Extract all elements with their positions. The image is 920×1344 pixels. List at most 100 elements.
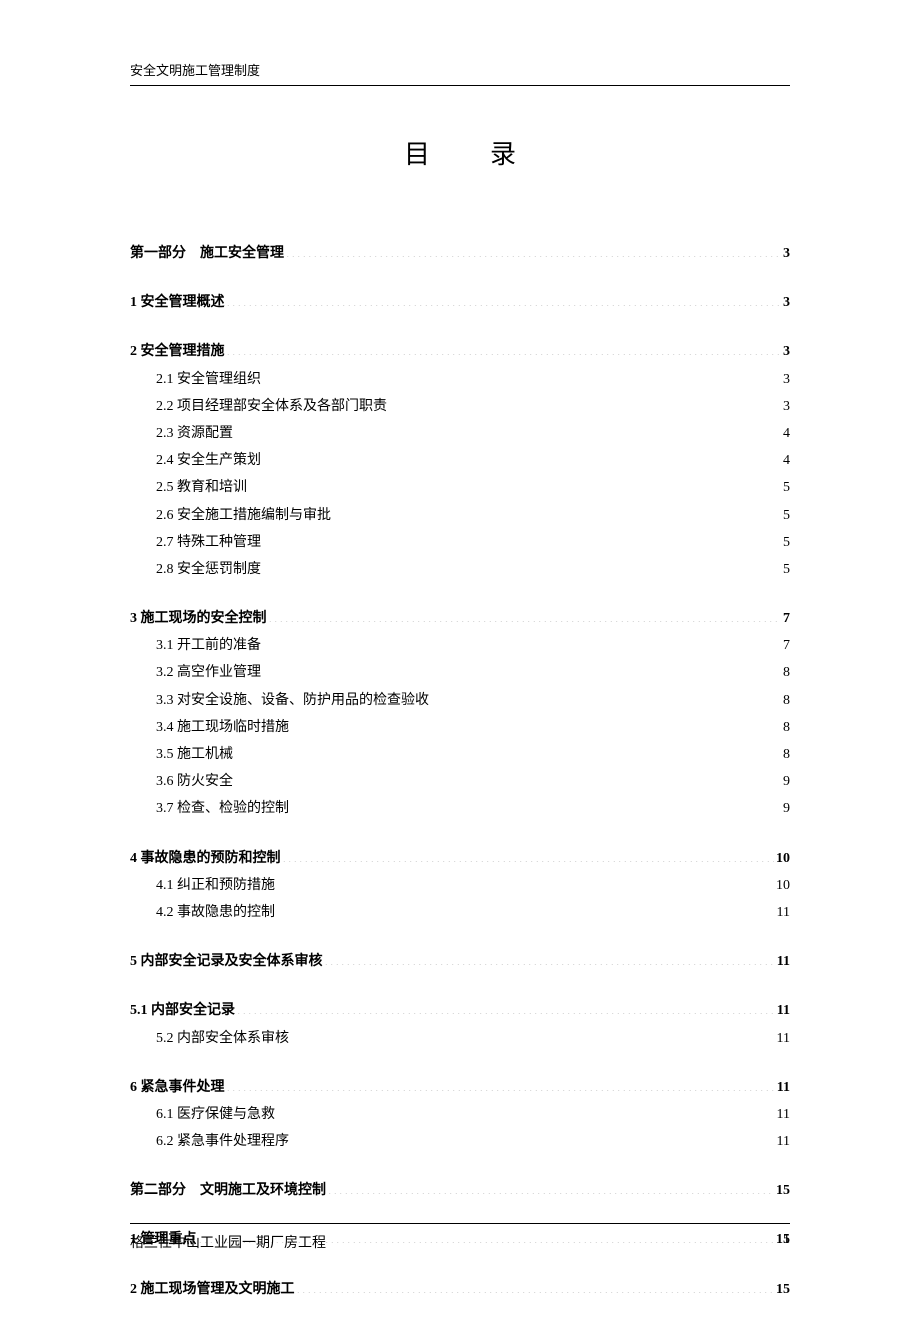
- toc-leader-dots: [225, 1077, 775, 1091]
- toc-leader-dots: [261, 450, 781, 464]
- toc-page-number: 7: [781, 633, 790, 658]
- toc-page-number: 3: [781, 394, 790, 419]
- toc-entry: 3.2 高空作业管理 8: [130, 660, 790, 685]
- toc-page-number: 8: [781, 688, 790, 713]
- toc-entry: 4.1 纠正和预防措施10: [130, 873, 790, 898]
- toc-entry: 2.8 安全惩罚制度 5: [130, 557, 790, 582]
- toc-page-number: 10: [774, 873, 790, 898]
- toc-page-number: 11: [775, 1026, 790, 1051]
- toc-leader-dots: [235, 1000, 775, 1014]
- toc-entry: 6.2 紧急事件处理程序 11: [130, 1129, 790, 1154]
- toc-entry: 5 内部安全记录及安全体系审核11: [130, 949, 790, 974]
- toc-label: 2 安全管理措施: [130, 339, 225, 364]
- toc-label: 2.2 项目经理部安全体系及各部门职责: [156, 394, 387, 419]
- toc-entry: 6 紧急事件处理 11: [130, 1075, 790, 1100]
- toc-page-number: 4: [781, 421, 790, 446]
- page-number: 1: [783, 1232, 790, 1252]
- toc-leader-dots: [326, 1180, 774, 1194]
- toc-page-number: 3: [781, 290, 790, 315]
- toc-entry: 2.1 安全管理组织3: [130, 367, 790, 392]
- toc-page-number: 10: [774, 846, 790, 871]
- toc-leader-dots: [284, 243, 781, 257]
- toc-leader-dots: [281, 848, 775, 862]
- toc-label: 5.2 内部安全体系审核: [156, 1026, 289, 1051]
- toc-entry: 3.3 对安全设施、设备、防护用品的检查验收 8: [130, 688, 790, 713]
- toc-label: 3.5 施工机械: [156, 742, 233, 767]
- toc-page-number: 11: [775, 1075, 790, 1100]
- toc-page-number: 5: [781, 503, 790, 528]
- toc-leader-dots: [331, 505, 781, 519]
- toc-leader-dots: [387, 396, 781, 410]
- toc-label: 6.1 医疗保健与急救: [156, 1102, 275, 1127]
- toc-page-number: 11: [775, 900, 790, 925]
- toc-leader-dots: [275, 1104, 775, 1118]
- toc-label: 2 施工现场管理及文明施工: [130, 1277, 295, 1302]
- toc-entry: 5.1 内部安全记录 11: [130, 998, 790, 1023]
- toc-entry: 2.4 安全生产策划4: [130, 448, 790, 473]
- toc-label: 2.8 安全惩罚制度: [156, 557, 261, 582]
- toc-page-number: 5: [781, 530, 790, 555]
- footer-rule: [130, 1223, 790, 1224]
- toc-page-number: 15: [774, 1277, 790, 1302]
- toc-label: 3.1 开工前的准备: [156, 633, 261, 658]
- toc-page-number: 15: [774, 1178, 790, 1203]
- footer-left-text: 格兰仕中山工业园一期厂房工程: [130, 1232, 326, 1252]
- toc-label: 3.6 防火安全: [156, 769, 233, 794]
- toc-label: 第一部分 施工安全管理: [130, 241, 284, 266]
- page-title: 目录: [130, 134, 790, 171]
- toc-page-number: 8: [781, 660, 790, 685]
- table-of-contents: 第一部分 施工安全管理31 安全管理概述32 安全管理措施32.1 安全管理组织…: [130, 241, 790, 1302]
- toc-leader-dots: [289, 1028, 775, 1042]
- toc-entry: 2.2 项目经理部安全体系及各部门职责 3: [130, 394, 790, 419]
- toc-entry: 3 施工现场的安全控制7: [130, 606, 790, 631]
- toc-label: 第二部分 文明施工及环境控制: [130, 1178, 326, 1203]
- toc-leader-dots: [295, 1279, 775, 1293]
- toc-label: 5.1 内部安全记录: [130, 998, 235, 1023]
- toc-page-number: 11: [775, 998, 790, 1023]
- toc-entry: 3.6 防火安全 9: [130, 769, 790, 794]
- toc-entry: 4 事故隐患的预防和控制 10: [130, 846, 790, 871]
- toc-leader-dots: [225, 292, 782, 306]
- toc-leader-dots: [289, 717, 781, 731]
- toc-leader-dots: [261, 559, 781, 573]
- toc-leader-dots: [233, 744, 781, 758]
- toc-leader-dots: [261, 369, 781, 383]
- toc-leader-dots: [275, 875, 774, 889]
- toc-label: 6 紧急事件处理: [130, 1075, 225, 1100]
- toc-page-number: 5: [781, 557, 790, 582]
- toc-page-number: 4: [781, 448, 790, 473]
- toc-page-number: 3: [781, 339, 790, 364]
- toc-entry: 第二部分 文明施工及环境控制 15: [130, 1178, 790, 1203]
- toc-entry: 第一部分 施工安全管理 3: [130, 241, 790, 266]
- toc-entry: 2.7 特殊工种管理 5: [130, 530, 790, 555]
- toc-page-number: 9: [781, 769, 790, 794]
- toc-leader-dots: [267, 608, 782, 622]
- toc-entry: 3.1 开工前的准备 7: [130, 633, 790, 658]
- toc-page-number: 7: [781, 606, 790, 631]
- toc-leader-dots: [289, 798, 781, 812]
- toc-label: 2.1 安全管理组织: [156, 367, 261, 392]
- toc-label: 6.2 紧急事件处理程序: [156, 1129, 289, 1154]
- toc-leader-dots: [233, 423, 781, 437]
- toc-label: 2.3 资源配置: [156, 421, 233, 446]
- toc-leader-dots: [261, 532, 781, 546]
- toc-page-number: 3: [781, 241, 790, 266]
- toc-leader-dots: [261, 662, 781, 676]
- toc-page-number: 11: [775, 1102, 790, 1127]
- toc-entry: 2.5 教育和培训5: [130, 475, 790, 500]
- toc-label: 3.3 对安全设施、设备、防护用品的检查验收: [156, 688, 429, 713]
- footer: 格兰仕中山工业园一期厂房工程 1: [130, 1223, 790, 1252]
- toc-entry: 2 施工现场管理及文明施工 15: [130, 1277, 790, 1302]
- toc-label: 3.7 检查、检验的控制: [156, 796, 289, 821]
- toc-leader-dots: [275, 902, 775, 916]
- toc-label: 2.5 教育和培训: [156, 475, 247, 500]
- toc-leader-dots: [323, 951, 775, 965]
- toc-label: 2.7 特殊工种管理: [156, 530, 261, 555]
- toc-label: 4 事故隐患的预防和控制: [130, 846, 281, 871]
- toc-label: 3.2 高空作业管理: [156, 660, 261, 685]
- toc-leader-dots: [225, 341, 782, 355]
- toc-page-number: 9: [781, 796, 790, 821]
- toc-entry: 3.5 施工机械8: [130, 742, 790, 767]
- toc-page-number: 11: [775, 949, 790, 974]
- toc-page-number: 11: [775, 1129, 790, 1154]
